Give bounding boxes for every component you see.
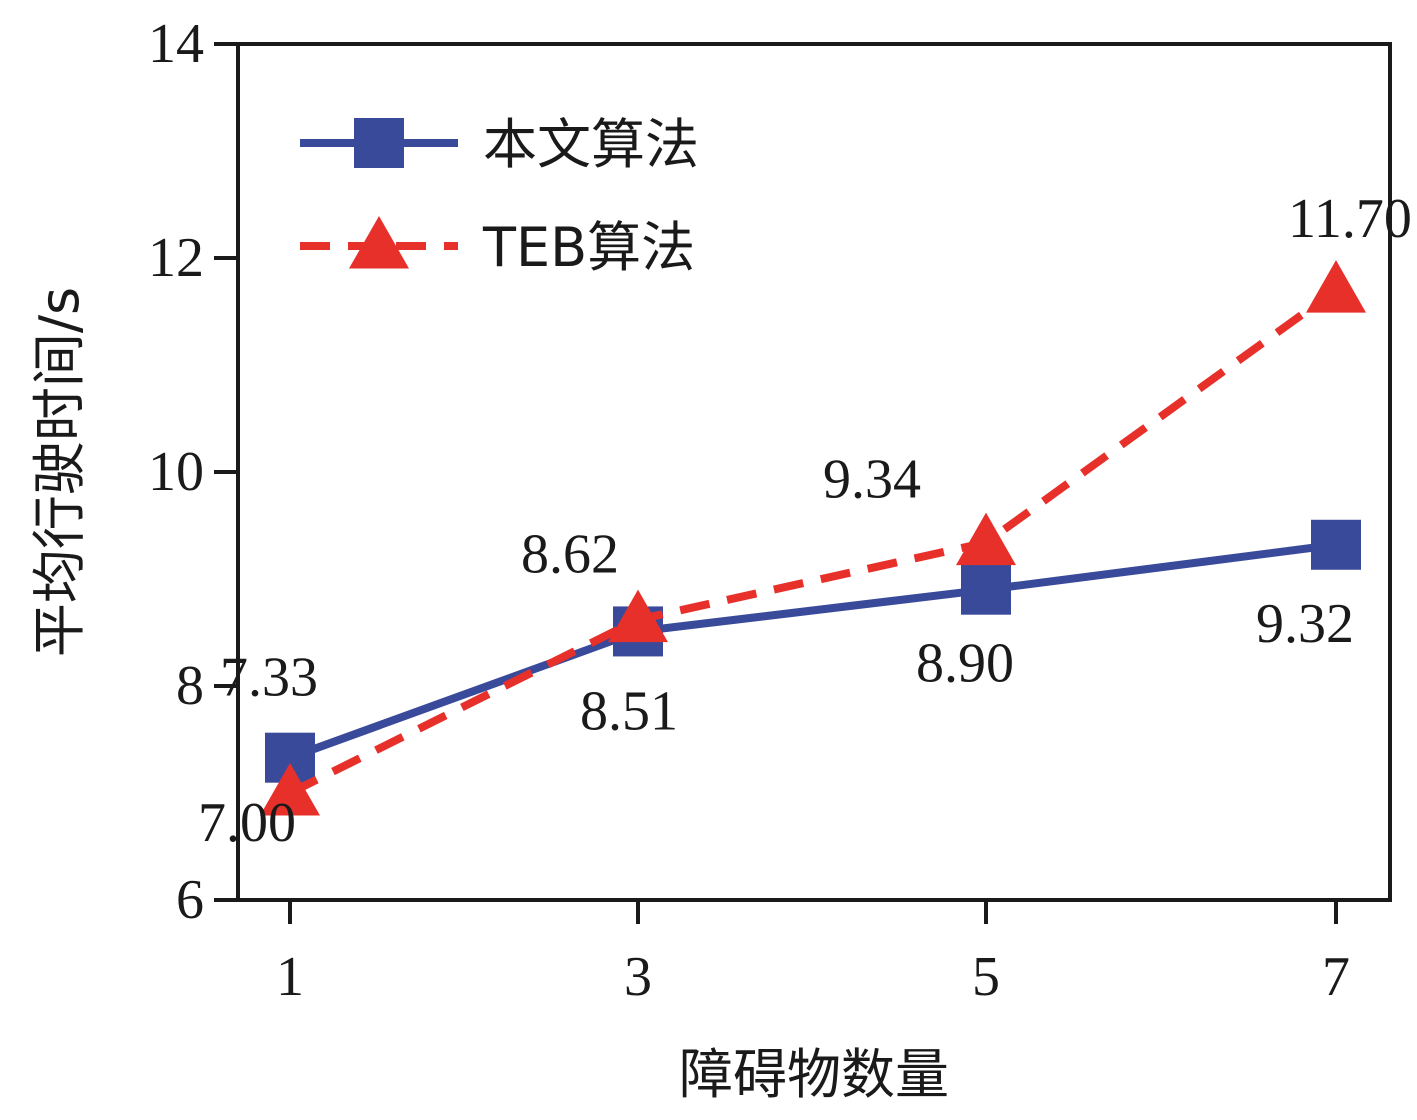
data-point — [608, 589, 668, 643]
legend-marker — [354, 118, 404, 168]
data-point — [260, 763, 320, 816]
data-label: 8.90 — [916, 633, 1014, 695]
data-label: 7.00 — [198, 792, 296, 854]
data-label: 8.62 — [521, 524, 619, 586]
data-label: 7.33 — [220, 647, 318, 709]
legend-label: TEB算法 — [482, 216, 695, 279]
plot-border — [236, 42, 1392, 902]
y-tick-label: 6 — [176, 869, 204, 931]
y-axis-title: 平均行驶时间/s — [28, 287, 91, 657]
series-proposed-algorithm — [265, 519, 1361, 783]
x-tick-label: 7 — [1322, 946, 1350, 1008]
series-line — [288, 540, 1337, 762]
legend-label: 本文算法 — [483, 113, 699, 176]
series-layer — [260, 260, 1366, 816]
data-label: 9.32 — [1256, 593, 1354, 655]
legend-item: 本文算法 — [300, 113, 699, 176]
x-axis-title: 障碍物数量 — [679, 1043, 949, 1106]
y-tick-label: 12 — [148, 227, 204, 289]
x-tick-label: 1 — [276, 946, 304, 1008]
legend-item: TEB算法 — [300, 216, 695, 279]
y-tick-label: 8 — [176, 655, 204, 717]
legend-marker — [349, 216, 409, 269]
data-labels: 7.33 8.51 8.90 9.32 7.00 8.62 9.34 11.70 — [198, 188, 1412, 854]
data-point — [956, 512, 1016, 566]
x-tick-label: 3 — [624, 946, 652, 1008]
x-axis: 1 3 5 7 — [276, 900, 1350, 1008]
data-point — [1306, 260, 1366, 313]
y-axis: 6 8 10 12 14 — [148, 13, 238, 931]
data-label: 11.70 — [1288, 188, 1412, 250]
y-tick-label: 10 — [148, 441, 204, 503]
series-line — [288, 286, 1339, 797]
plot-area — [236, 42, 1392, 902]
data-label: 8.51 — [580, 680, 678, 742]
y-tick-label: 14 — [148, 13, 204, 75]
x-tick-label: 5 — [972, 946, 1000, 1008]
series-teb-algorithm — [260, 260, 1366, 816]
data-point — [961, 564, 1011, 615]
data-point — [1311, 519, 1361, 570]
legend: 本文算法 TEB算法 — [300, 113, 699, 279]
data-label: 9.34 — [823, 449, 921, 511]
